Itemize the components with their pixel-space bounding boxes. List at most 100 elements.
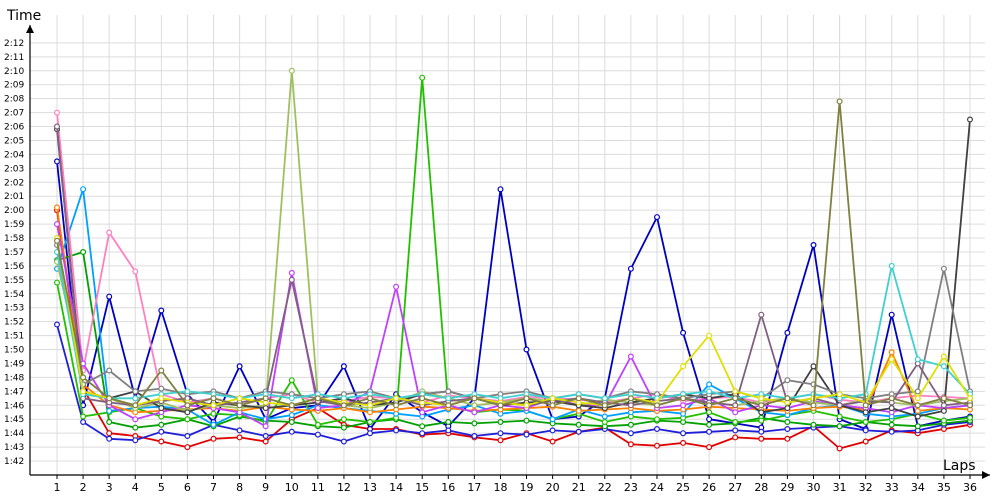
data-point: [706, 381, 713, 388]
x-tick-label: 1: [54, 481, 61, 494]
data-point: [393, 283, 400, 290]
y-tick-label: 2:00: [4, 206, 24, 216]
y-tick-label: 1:42: [4, 457, 24, 467]
data-point: [575, 428, 582, 435]
data-point: [523, 417, 530, 424]
data-point: [419, 430, 426, 437]
data-point: [132, 424, 139, 431]
x-tick-label: 9: [262, 481, 269, 494]
x-tick-label: 3: [106, 481, 113, 494]
data-point: [288, 377, 295, 384]
data-point: [288, 402, 295, 409]
data-point: [184, 402, 191, 409]
data-point: [758, 417, 765, 424]
data-point: [184, 433, 191, 440]
data-point: [314, 421, 321, 428]
data-point: [627, 430, 634, 437]
data-point: [914, 356, 921, 363]
y-tick-label: 1:49: [4, 359, 24, 369]
data-point: [653, 442, 660, 449]
x-tick-label: 2: [80, 481, 87, 494]
data-point: [627, 353, 634, 360]
x-tick-label: 19: [520, 481, 534, 494]
data-point: [523, 402, 530, 409]
data-point: [732, 388, 739, 395]
data-point: [810, 402, 817, 409]
x-tick-label: 16: [441, 481, 455, 494]
series-lines: [53, 67, 973, 452]
data-point: [210, 435, 217, 442]
x-tick-label: 35: [937, 481, 951, 494]
data-point: [106, 293, 113, 300]
data-point: [836, 445, 843, 452]
series-line: [56, 112, 971, 407]
data-point: [627, 402, 634, 409]
data-point: [419, 409, 426, 416]
data-point: [549, 427, 556, 434]
data-point: [393, 395, 400, 402]
x-tick-label: 7: [210, 481, 217, 494]
data-point: [784, 395, 791, 402]
data-point: [445, 419, 452, 426]
data-point: [445, 388, 452, 395]
data-point: [966, 402, 973, 409]
data-point: [758, 395, 765, 402]
data-point: [497, 437, 504, 444]
data-point: [706, 332, 713, 339]
data-point: [836, 413, 843, 420]
data-point: [627, 265, 634, 272]
series-line: [56, 223, 971, 428]
data-point: [888, 349, 895, 356]
data-point: [575, 395, 582, 402]
x-tick-label: 25: [676, 481, 690, 494]
data-point: [966, 414, 973, 421]
x-tick-label: 21: [572, 481, 586, 494]
data-point: [262, 395, 269, 402]
data-point: [549, 395, 556, 402]
data-point: [367, 395, 374, 402]
y-tick-label: 1:48: [4, 373, 24, 383]
data-point: [184, 409, 191, 416]
y-tick-label: 2:11: [4, 53, 24, 63]
y-tick-label: 2:04: [4, 150, 24, 160]
y-tick-label: 2:10: [4, 67, 24, 77]
data-point: [758, 435, 765, 442]
x-tick-label: 29: [780, 481, 794, 494]
data-point: [810, 242, 817, 249]
data-point: [914, 388, 921, 395]
y-tick-label: 1:57: [4, 248, 24, 258]
y-tick-label: 1:51: [4, 332, 24, 342]
data-point: [53, 221, 60, 228]
data-point: [914, 395, 921, 402]
data-point: [314, 405, 321, 412]
data-point: [184, 444, 191, 451]
y-tick-label: 2:05: [4, 136, 24, 146]
data-point: [940, 395, 947, 402]
data-point: [106, 229, 113, 236]
y-tick-label: 1:46: [4, 401, 24, 411]
data-point: [106, 419, 113, 426]
data-point: [367, 402, 374, 409]
x-tick-label: 34: [911, 481, 925, 494]
y-tick-label: 2:09: [4, 81, 24, 91]
y-tick-label: 2:06: [4, 123, 24, 133]
data-point: [471, 402, 478, 409]
data-point: [784, 329, 791, 336]
y-tick-label: 1:52: [4, 318, 24, 328]
series-line: [56, 251, 971, 400]
series-line: [56, 237, 971, 407]
data-point: [810, 363, 817, 370]
data-point: [367, 419, 374, 426]
series-16: [53, 98, 973, 409]
y-tick-label: 1:59: [4, 220, 24, 230]
data-point: [549, 438, 556, 445]
y-axis-title: Time: [6, 8, 41, 24]
data-point: [288, 412, 295, 419]
data-point: [132, 388, 139, 395]
data-point: [158, 421, 165, 428]
data-point: [706, 409, 713, 416]
data-point: [758, 428, 765, 435]
data-point: [914, 413, 921, 420]
data-point: [575, 421, 582, 428]
